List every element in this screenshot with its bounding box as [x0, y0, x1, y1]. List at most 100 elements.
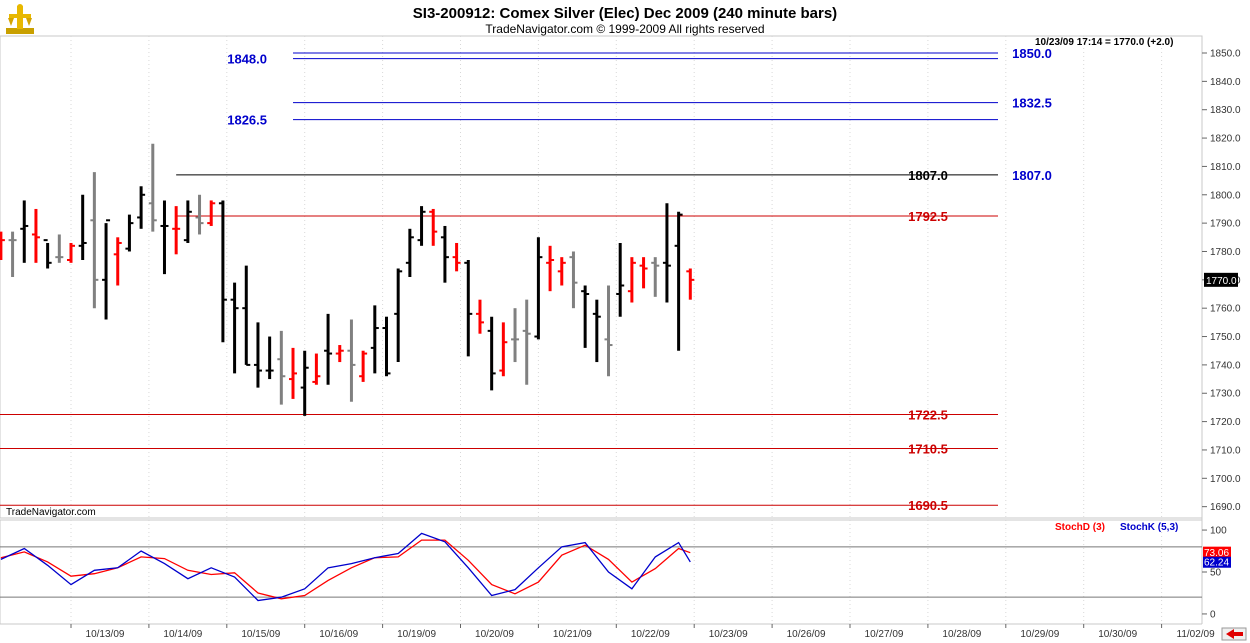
ohlc-bar — [55, 234, 64, 263]
ohlc-bar — [674, 211, 683, 351]
x-tick-label: 10/20/09 — [475, 629, 514, 640]
y-tick-label: 1830.0 — [1210, 105, 1241, 116]
ohlc-bar — [475, 299, 484, 334]
level-label: 1850.0 — [1012, 46, 1052, 61]
ohlc-bar — [324, 313, 333, 385]
ohlc-bar — [242, 265, 251, 366]
stoch-tick-label: 50 — [1210, 568, 1222, 579]
price-plot-area — [0, 35, 1203, 519]
ohlc-bar — [160, 200, 169, 275]
ohlc-bar — [440, 225, 449, 283]
ohlc-bar — [312, 353, 321, 385]
y-tick-label: 1710.0 — [1210, 445, 1241, 456]
y-tick-label: 1690.0 — [1210, 502, 1241, 513]
ohlc-bar — [113, 237, 122, 286]
ohlc-bar — [651, 257, 660, 297]
ohlc-bar — [137, 186, 146, 229]
ohlc-bar — [522, 299, 531, 385]
stochastic-lines — [0, 532, 691, 602]
ohlc-bar — [557, 257, 566, 286]
ohlc-bar — [452, 242, 461, 272]
ohlc-bar — [230, 282, 239, 374]
ohlc-bar — [639, 257, 648, 289]
ohlc-bar — [534, 237, 543, 340]
ohlc-bar — [300, 350, 309, 416]
ohlc-bar — [78, 194, 87, 260]
ohlc-bar — [195, 194, 204, 235]
y-tick-label: 1780.0 — [1210, 247, 1241, 258]
level-label: 1690.5 — [908, 498, 948, 513]
level-label: 1832.5 — [1012, 96, 1052, 111]
y-tick-label: 1800.0 — [1210, 190, 1241, 201]
x-tick-label: 10/26/09 — [787, 629, 826, 640]
y-tick-label: 1790.0 — [1210, 219, 1241, 230]
x-tick-label: 10/30/09 — [1098, 629, 1137, 640]
x-tick-label: 10/19/09 — [397, 629, 436, 640]
ohlc-bar — [464, 259, 473, 357]
x-tick-label: 10/13/09 — [86, 629, 125, 640]
stochastic-axis: 0 50 100 — [1202, 526, 1227, 620]
ohlc-bar — [686, 268, 695, 300]
ohlc-bar — [218, 200, 227, 343]
y-tick-label: 1720.0 — [1210, 417, 1241, 428]
stochastic-panel: StochD (3) StochK (5,3) — [0, 519, 1203, 625]
ohlc-bar — [289, 347, 298, 399]
status-readout: 10/23/09 17:14 = 1770.0 (+2.0) — [1035, 37, 1173, 48]
ohlc-bar — [405, 228, 414, 277]
ohlc-bar — [102, 219, 111, 320]
ohlc-bar — [43, 239, 52, 269]
x-tick-label: 10/22/09 — [631, 629, 670, 640]
level-label: 1722.5 — [908, 408, 948, 423]
x-tick-label: 10/28/09 — [942, 629, 981, 640]
stoch-series-line — [0, 532, 691, 602]
last-price-marker: 1770.0 — [1204, 272, 1238, 287]
copyright-subtitle: TradeNavigator.com © 1999-2009 All right… — [485, 22, 764, 36]
ohlc-bar — [627, 257, 636, 303]
ohlc-bar — [253, 322, 262, 388]
ohlc-bar — [90, 172, 99, 309]
last-price-label: 1770.0 — [1206, 276, 1237, 287]
y-tick-label: 1750.0 — [1210, 332, 1241, 343]
ohlc-bar — [662, 203, 671, 303]
x-tick-label: 11/02/09 — [1177, 629, 1216, 640]
ohlc-bar — [265, 336, 274, 380]
legend-stochd: StochD (3) — [1055, 522, 1105, 533]
ohlc-bar — [347, 319, 356, 402]
stochastic-day-separators — [70, 520, 1163, 624]
ohlc-bar — [487, 316, 496, 391]
ohlc-bar — [359, 350, 368, 382]
legend-stochk: StochK (5,3) — [1120, 522, 1178, 533]
stochd-last-box — [1203, 546, 1231, 558]
ohlc-bar — [417, 206, 426, 246]
level-label: 1792.5 — [908, 209, 948, 224]
ohlc-bar — [335, 345, 344, 363]
ohlc-bar — [172, 206, 181, 255]
y-tick-label: 1820.0 — [1210, 134, 1241, 145]
x-tick-label: 10/23/09 — [709, 629, 748, 640]
x-tick-label: 10/16/09 — [319, 629, 358, 640]
ohlc-bar — [616, 242, 625, 317]
x-tick-label: 10/29/09 — [1020, 629, 1059, 640]
y-tick-label: 1740.0 — [1210, 360, 1241, 371]
scroll-right-arrow-icon[interactable] — [1221, 627, 1247, 641]
price-levels: 1848.0 1850.0 1826.5 1832.5 1807.0 1807.0 1792… — [0, 46, 1052, 513]
x-tick-label: 10/15/09 — [241, 629, 280, 640]
x-tick-label: 10/27/09 — [865, 629, 904, 640]
level-label: 1848.0 — [227, 52, 267, 67]
ohlc-bar — [499, 322, 508, 377]
level-label: 1807.0 — [1012, 168, 1052, 183]
ohlc-bar — [581, 285, 590, 348]
stoch-tick-label: 0 — [1210, 609, 1216, 620]
stochastic-reference-lines — [0, 546, 1202, 598]
ohlc-bar — [67, 242, 75, 263]
ohlc-bar — [429, 208, 438, 246]
price-panel: 10/23/09 17:14 = 1770.0 (+2.0) 1848.0 185… — [0, 35, 1203, 519]
ohlc-bar — [20, 200, 29, 263]
stochk-last-value: 62.24 — [1204, 558, 1229, 569]
last-price-box — [1204, 272, 1238, 287]
ohlc-bar — [0, 231, 5, 260]
ohlc-bar — [8, 231, 17, 277]
page-title: SI3-200912: Comex Silver (Elec) Dec 2009… — [413, 5, 837, 22]
